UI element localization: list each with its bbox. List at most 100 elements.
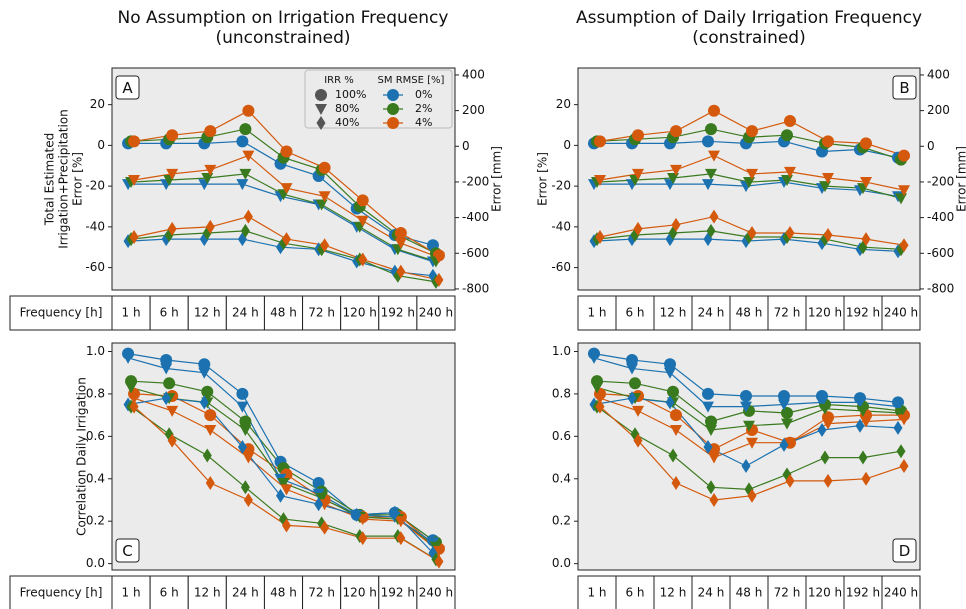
x-cell [111,575,151,609]
data-point [705,123,717,136]
data-point [632,168,644,180]
y-tick-label: 0 [97,138,105,152]
x-cell [149,295,189,331]
data-point [626,363,638,375]
data-point [816,397,828,409]
legend-label: 40% [335,116,359,129]
y-tick-label: 0.8 [86,386,105,400]
data-point [705,415,717,428]
data-point [202,448,212,463]
data-point [432,545,445,557]
data-point [670,409,682,422]
data-point [282,232,291,247]
legend-box [304,69,453,129]
data-point [161,391,171,406]
data-point [892,401,904,413]
y-tick-label: 0.8 [552,386,571,400]
data-point [434,272,444,287]
data-point [205,476,215,491]
y-tick-label: 0.0 [86,556,105,570]
data-point [198,358,211,371]
data-point [122,352,135,364]
data-point [352,507,362,522]
data-point [823,228,833,243]
data-point [823,473,833,488]
y-tick-label: -20 [551,179,571,193]
x-tick-label: 48 h [270,306,297,320]
legend-swatch [387,117,399,129]
data-point [204,164,217,176]
data-point [167,433,177,448]
data-point [822,135,834,148]
y-axis-label: Irrigation+Precipitation [57,109,71,249]
data-point [242,150,255,162]
data-point [705,424,717,436]
legend-title: IRR % [324,75,354,86]
y-axis-label: Error [%] [71,152,85,206]
x-tick-label: 240 h [884,306,918,320]
data-point [898,185,910,197]
y-tick-label: 0.2 [552,514,571,528]
data-point [709,209,719,224]
data-point [626,353,638,366]
data-point [432,252,445,264]
x-tick-label: 24 h [698,586,725,600]
data-point [243,492,253,507]
x-tick-label: 6 h [160,586,179,600]
y-tick-label: -40 [551,219,571,233]
data-point [627,391,637,406]
x-cell [653,295,693,331]
data-point [396,264,406,279]
y-tick-label: -40 [85,219,105,233]
y2-tick-label: -800 [462,281,489,295]
x-tick-label: 48 h [736,586,763,600]
data-point [893,420,903,435]
data-point [702,387,714,400]
x-cell [729,575,769,609]
data-point [858,450,868,465]
x-axis-label: Frequency [h] [20,306,103,320]
y2-tick-label: 0 [927,139,935,153]
data-point [166,405,179,417]
panel-label: A [122,79,133,97]
x-tick-label: 120 h [343,306,377,320]
x-tick-label: 24 h [232,306,259,320]
chart-subtitle: (constrained) [692,28,805,48]
data-point [129,399,139,414]
data-point [166,168,179,180]
data-point [861,471,871,486]
data-point [205,219,215,234]
data-point [129,230,139,245]
y-axis-label: Total Estimated [43,133,57,226]
data-point [860,137,872,150]
x-label-cell [9,575,113,609]
data-point [896,444,906,459]
legend-label: 2% [415,102,432,115]
x-tick-label: 120 h [343,586,377,600]
data-point [320,520,330,535]
data-point [857,405,869,417]
x-cell [805,295,845,331]
x-cell [111,295,151,331]
data-point [855,418,865,433]
data-point [163,377,176,390]
panel-label: B [899,79,909,97]
y-axis-label: Correlation Daily Irrigation [75,377,89,536]
data-point [819,403,831,415]
data-point [746,437,758,449]
data-point [595,399,605,414]
x-cell [263,295,304,331]
data-point [237,439,247,454]
data-point [706,223,716,238]
y2-axis-label: Error [mm] [490,146,504,212]
panel-label-box [115,538,140,563]
data-point [594,175,606,187]
x-tick-label: 192 h [846,306,880,320]
data-point [356,215,369,227]
x-tick-label: 1 h [587,306,606,320]
data-point [664,367,676,379]
data-point [633,221,643,236]
x-cell [378,295,418,331]
data-point [741,459,751,474]
